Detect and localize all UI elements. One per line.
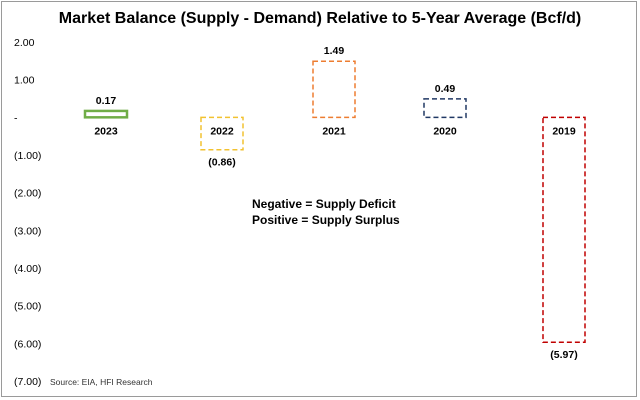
chart-title: Market Balance (Supply - Demand) Relativ… [58,10,582,27]
bars: 0.17 2023 (0.86) 2022 1.49 2021 0.49 2020 (5.97)… [83,45,586,361]
category-label-2019: 2019 [552,125,576,137]
bar-2022 [200,116,244,151]
source-note: Source: EIA, HFI Research [50,377,153,387]
y-tick-label: - [14,112,18,124]
value-label-2020: 0.49 [435,83,456,95]
y-axis: 2.00 1.00 - (1.00) (2.00) (3.00) (4.00) (5.00) (… [14,37,41,388]
category-label-2022: 2022 [210,125,234,137]
y-tick-label: (1.00) [14,150,41,162]
y-tick-label: (2.00) [14,188,41,200]
category-label-2020: 2020 [433,125,457,137]
category-label-2021: 2021 [322,125,346,137]
value-label-2021: 1.49 [324,45,345,57]
y-tick-label: (5.00) [14,301,41,313]
value-label-2023: 0.17 [96,95,117,107]
y-tick-label: (3.00) [14,225,41,237]
bar-2019 [542,116,586,343]
y-tick-label: (4.00) [14,263,41,275]
value-label-2022: (0.86) [208,157,235,169]
bar-2020 [423,98,467,119]
y-tick-label: (6.00) [14,338,41,350]
y-tick-label: 2.00 [14,37,35,49]
bar-2021 [312,60,356,119]
value-label-2019: (5.97) [550,349,577,361]
bar-2023 [83,109,129,119]
y-tick-label: (7.00) [14,376,41,388]
category-label-2023: 2023 [94,125,118,137]
y-tick-label: 1.00 [14,75,35,87]
annotation-surplus: Positive = Supply Surplus [252,213,400,227]
annotation-deficit: Negative = Supply Deficit [252,197,396,211]
